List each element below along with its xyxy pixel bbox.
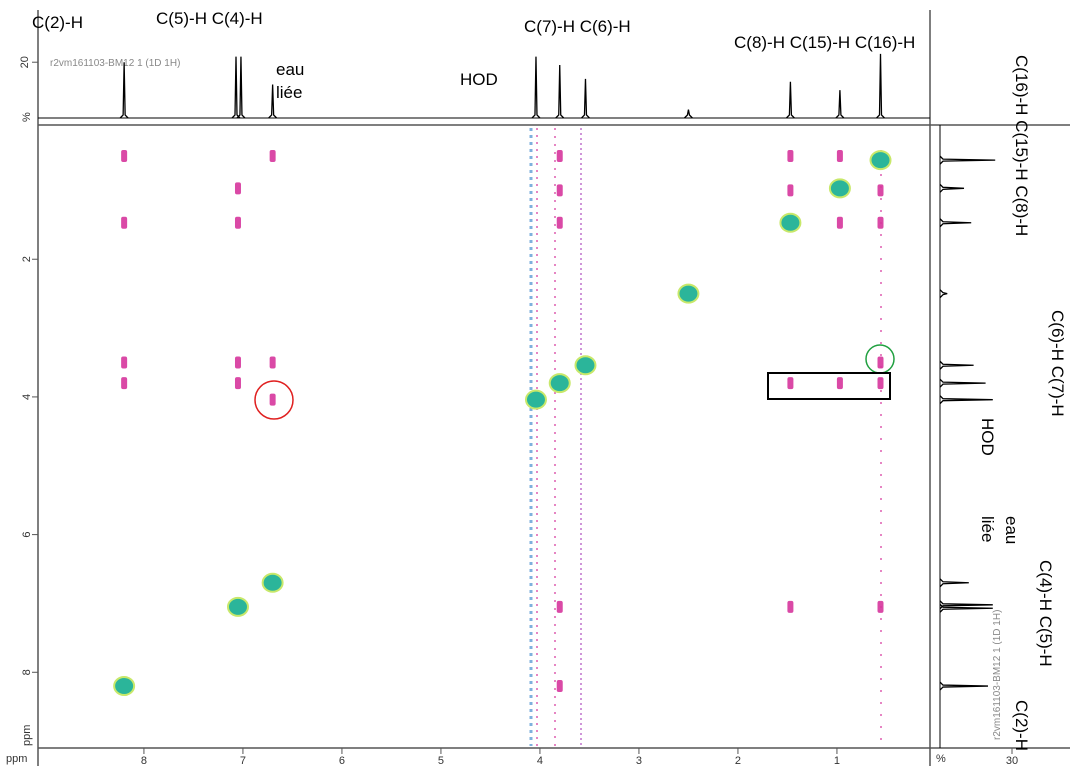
cross-peak xyxy=(234,216,241,229)
diagonal-peak xyxy=(524,389,547,410)
peak-label: C(7)-H C(6)-H xyxy=(524,17,631,36)
top-peak xyxy=(683,109,693,119)
peak-label: eau xyxy=(276,60,304,79)
cross-peak xyxy=(121,356,128,369)
top-peak xyxy=(555,64,565,119)
right-peak xyxy=(939,681,989,691)
diagonal-peak xyxy=(677,283,700,304)
peak-label: liée xyxy=(978,516,997,542)
cross-peak xyxy=(556,680,563,693)
right-peak xyxy=(939,155,996,165)
diagonal-peak xyxy=(113,676,136,697)
top-tick-label: 20 xyxy=(19,56,31,68)
spectrum-name: r2vm161103-BM12 1 (1D 1H) xyxy=(50,58,180,69)
diagonal-peak xyxy=(869,150,892,171)
cross-peak xyxy=(234,356,241,369)
peak-label: HOD xyxy=(460,70,498,89)
cross-peak xyxy=(121,377,128,390)
x-tick-label: 7 xyxy=(240,755,246,766)
cross-peak xyxy=(787,184,794,197)
right-peak xyxy=(939,183,965,193)
x-tick-label: 4 xyxy=(537,755,543,766)
peak-label: C(2)-H xyxy=(32,13,83,32)
cross-peak xyxy=(836,377,843,390)
cross-peak xyxy=(556,184,563,197)
x-tick-label: 6 xyxy=(339,755,345,766)
right-peak xyxy=(939,289,948,299)
x-tick-label: 8 xyxy=(141,755,147,766)
peak-label: liée xyxy=(276,83,302,102)
top-peak xyxy=(876,53,885,119)
spectrum-name: r2vm161103-BM12 1 (1D 1H) xyxy=(992,610,1003,740)
right-axis-label: % xyxy=(936,753,946,765)
right-peak xyxy=(939,600,993,610)
cross-peak xyxy=(877,356,884,369)
y-tick-label: 2 xyxy=(21,256,33,262)
top-peak xyxy=(531,56,541,119)
cross-peak xyxy=(836,216,843,229)
y-tick-label: 4 xyxy=(21,394,33,400)
top-peak xyxy=(785,81,795,119)
diagonal-peak xyxy=(828,178,851,199)
y-tick-label: 6 xyxy=(21,532,33,538)
cross-peak xyxy=(556,216,563,229)
right-peak xyxy=(939,218,972,228)
top-peak xyxy=(231,56,241,119)
cross-peak xyxy=(877,216,884,229)
peak-label: C(4)-H C(5)-H xyxy=(1036,560,1055,667)
right-peak xyxy=(939,378,986,388)
right-peak xyxy=(939,578,969,588)
cross-peak xyxy=(556,149,563,162)
top-peak xyxy=(581,78,590,119)
top-axis-label: % xyxy=(21,112,33,122)
x-tick-label: 2 xyxy=(735,755,741,766)
highlight-circle xyxy=(254,380,294,420)
right-peak xyxy=(939,360,974,370)
diagonal-peak xyxy=(261,572,284,593)
peak-label: C(8)-H C(15)-H C(16)-H xyxy=(734,33,915,52)
top-peak xyxy=(119,62,129,119)
peak-label: eau xyxy=(1002,516,1021,544)
peak-label: C(6)-H C(7)-H xyxy=(1048,310,1067,417)
y-tick-label: 8 xyxy=(21,669,33,675)
cross-peak xyxy=(269,149,276,162)
cross-peak xyxy=(269,393,276,406)
cross-peak xyxy=(877,600,884,613)
cross-peak xyxy=(556,600,563,613)
top-peak xyxy=(236,56,246,119)
cross-peak xyxy=(787,149,794,162)
right-peak xyxy=(939,395,993,405)
diagonal-peak xyxy=(779,212,802,233)
diagonal-peak xyxy=(574,355,597,376)
cross-peak xyxy=(877,377,884,390)
right-tick-label: 30 xyxy=(1006,755,1018,766)
cross-peak xyxy=(234,182,241,195)
cross-peak xyxy=(877,184,884,197)
x-tick-label: 3 xyxy=(636,755,642,766)
top-peak xyxy=(268,84,278,119)
peak-label: HOD xyxy=(978,418,997,456)
cross-peak xyxy=(121,216,128,229)
highlight-box xyxy=(767,372,891,400)
peak-label: C(2)-H xyxy=(1012,700,1031,751)
cross-peak xyxy=(121,149,128,162)
x-tick-label: 5 xyxy=(438,755,444,766)
diagonal-peak xyxy=(548,373,571,394)
peak-label: C(16)-H C(15)-H C(8)-H xyxy=(1012,55,1031,236)
top-peak xyxy=(835,90,845,119)
cross-peak xyxy=(234,377,241,390)
cross-peak xyxy=(787,600,794,613)
peak-label: C(5)-H C(4)-H xyxy=(156,9,263,28)
x-tick-label: 1 xyxy=(834,755,840,766)
cross-peak xyxy=(787,377,794,390)
diagonal-peak xyxy=(226,596,249,617)
y-axis-label: ppm xyxy=(21,725,33,746)
x-axis-label: ppm xyxy=(6,753,27,765)
cross-peak xyxy=(836,149,843,162)
cross-peak xyxy=(269,356,276,369)
